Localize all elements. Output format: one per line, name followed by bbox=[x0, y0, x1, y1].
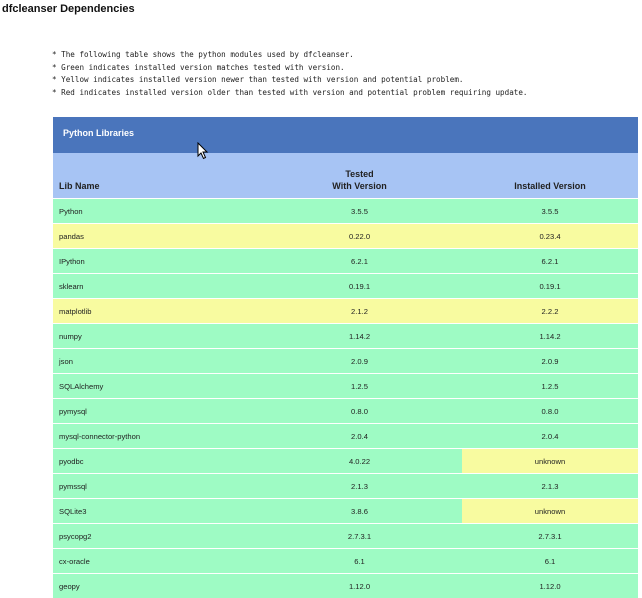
lib-name-cell: pyodbc bbox=[53, 449, 257, 474]
tested-version-cell: 1.12.0 bbox=[257, 574, 462, 598]
note-item: Yellow indicates installed version newer… bbox=[52, 74, 527, 87]
lib-name-cell: json bbox=[53, 349, 257, 374]
lib-name-cell: Python bbox=[53, 199, 257, 224]
tested-version-cell: 6.2.1 bbox=[257, 249, 462, 274]
lib-name-cell: SQLAlchemy bbox=[53, 374, 257, 399]
tested-header-line1: Tested bbox=[345, 169, 373, 179]
lib-name-cell: SQLite3 bbox=[53, 499, 257, 524]
dependencies-table: Lib Name Tested With Version Installed V… bbox=[53, 153, 638, 598]
installed-version-cell: 0.19.1 bbox=[462, 274, 638, 299]
tested-version-cell: 2.7.3.1 bbox=[257, 524, 462, 549]
tested-version-cell: 1.14.2 bbox=[257, 324, 462, 349]
page-title: dfcleanser Dependencies bbox=[2, 3, 135, 15]
installed-version-cell: 2.7.3.1 bbox=[462, 524, 638, 549]
lib-name-cell: cx-oracle bbox=[53, 549, 257, 574]
lib-name-cell: geopy bbox=[53, 574, 257, 598]
tested-version-cell: 3.8.6 bbox=[257, 499, 462, 524]
lib-name-cell: pymssql bbox=[53, 474, 257, 499]
installed-version-cell: 0.8.0 bbox=[462, 399, 638, 424]
installed-version-cell: unknown bbox=[462, 499, 638, 524]
installed-version-cell: 0.23.4 bbox=[462, 224, 638, 249]
tested-header-line2: With Version bbox=[332, 181, 386, 191]
installed-version-cell: 6.1 bbox=[462, 549, 638, 574]
lib-name-cell: pandas bbox=[53, 224, 257, 249]
lib-name-cell: sklearn bbox=[53, 274, 257, 299]
installed-version-cell: 2.0.4 bbox=[462, 424, 638, 449]
installed-version-cell: 2.2.2 bbox=[462, 299, 638, 324]
note-item: Red indicates installed version older th… bbox=[52, 87, 527, 100]
column-header-installed-version: Installed Version bbox=[462, 153, 638, 199]
table-header-row: Lib Name Tested With Version Installed V… bbox=[53, 153, 638, 199]
note-item: The following table shows the python mod… bbox=[52, 49, 527, 62]
installed-version-cell: unknown bbox=[462, 449, 638, 474]
tested-version-cell: 3.5.5 bbox=[257, 199, 462, 224]
tested-version-cell: 6.1 bbox=[257, 549, 462, 574]
tested-version-cell: 2.0.9 bbox=[257, 349, 462, 374]
column-header-tested-version: Tested With Version bbox=[257, 153, 462, 199]
tested-version-cell: 2.1.2 bbox=[257, 299, 462, 324]
lib-name-cell: matplotlib bbox=[53, 299, 257, 324]
tested-version-cell: 0.19.1 bbox=[257, 274, 462, 299]
mouse-pointer-icon bbox=[197, 142, 209, 160]
lib-name-cell: IPython bbox=[53, 249, 257, 274]
tested-version-cell: 0.22.0 bbox=[257, 224, 462, 249]
installed-version-cell: 3.5.5 bbox=[462, 199, 638, 224]
tested-version-cell: 0.8.0 bbox=[257, 399, 462, 424]
installed-version-cell: 2.1.3 bbox=[462, 474, 638, 499]
notes-list: The following table shows the python mod… bbox=[52, 49, 527, 99]
note-item: Green indicates installed version matche… bbox=[52, 62, 527, 75]
lib-name-cell: mysql-connector-python bbox=[53, 424, 257, 449]
tested-version-cell: 1.2.5 bbox=[257, 374, 462, 399]
installed-version-cell: 1.2.5 bbox=[462, 374, 638, 399]
lib-name-cell: psycopg2 bbox=[53, 524, 257, 549]
installed-version-cell: 1.12.0 bbox=[462, 574, 638, 598]
tested-version-cell: 2.1.3 bbox=[257, 474, 462, 499]
python-libraries-panel: Python Libraries Lib Name Tested With Ve… bbox=[53, 117, 638, 598]
tested-version-cell: 4.0.22 bbox=[257, 449, 462, 474]
tested-version-cell: 2.0.4 bbox=[257, 424, 462, 449]
installed-version-cell: 6.2.1 bbox=[462, 249, 638, 274]
panel-title: Python Libraries bbox=[53, 117, 638, 153]
installed-version-cell: 1.14.2 bbox=[462, 324, 638, 349]
installed-version-cell: 2.0.9 bbox=[462, 349, 638, 374]
lib-name-cell: pymysql bbox=[53, 399, 257, 424]
column-header-lib-name: Lib Name bbox=[53, 153, 257, 199]
lib-name-cell: numpy bbox=[53, 324, 257, 349]
